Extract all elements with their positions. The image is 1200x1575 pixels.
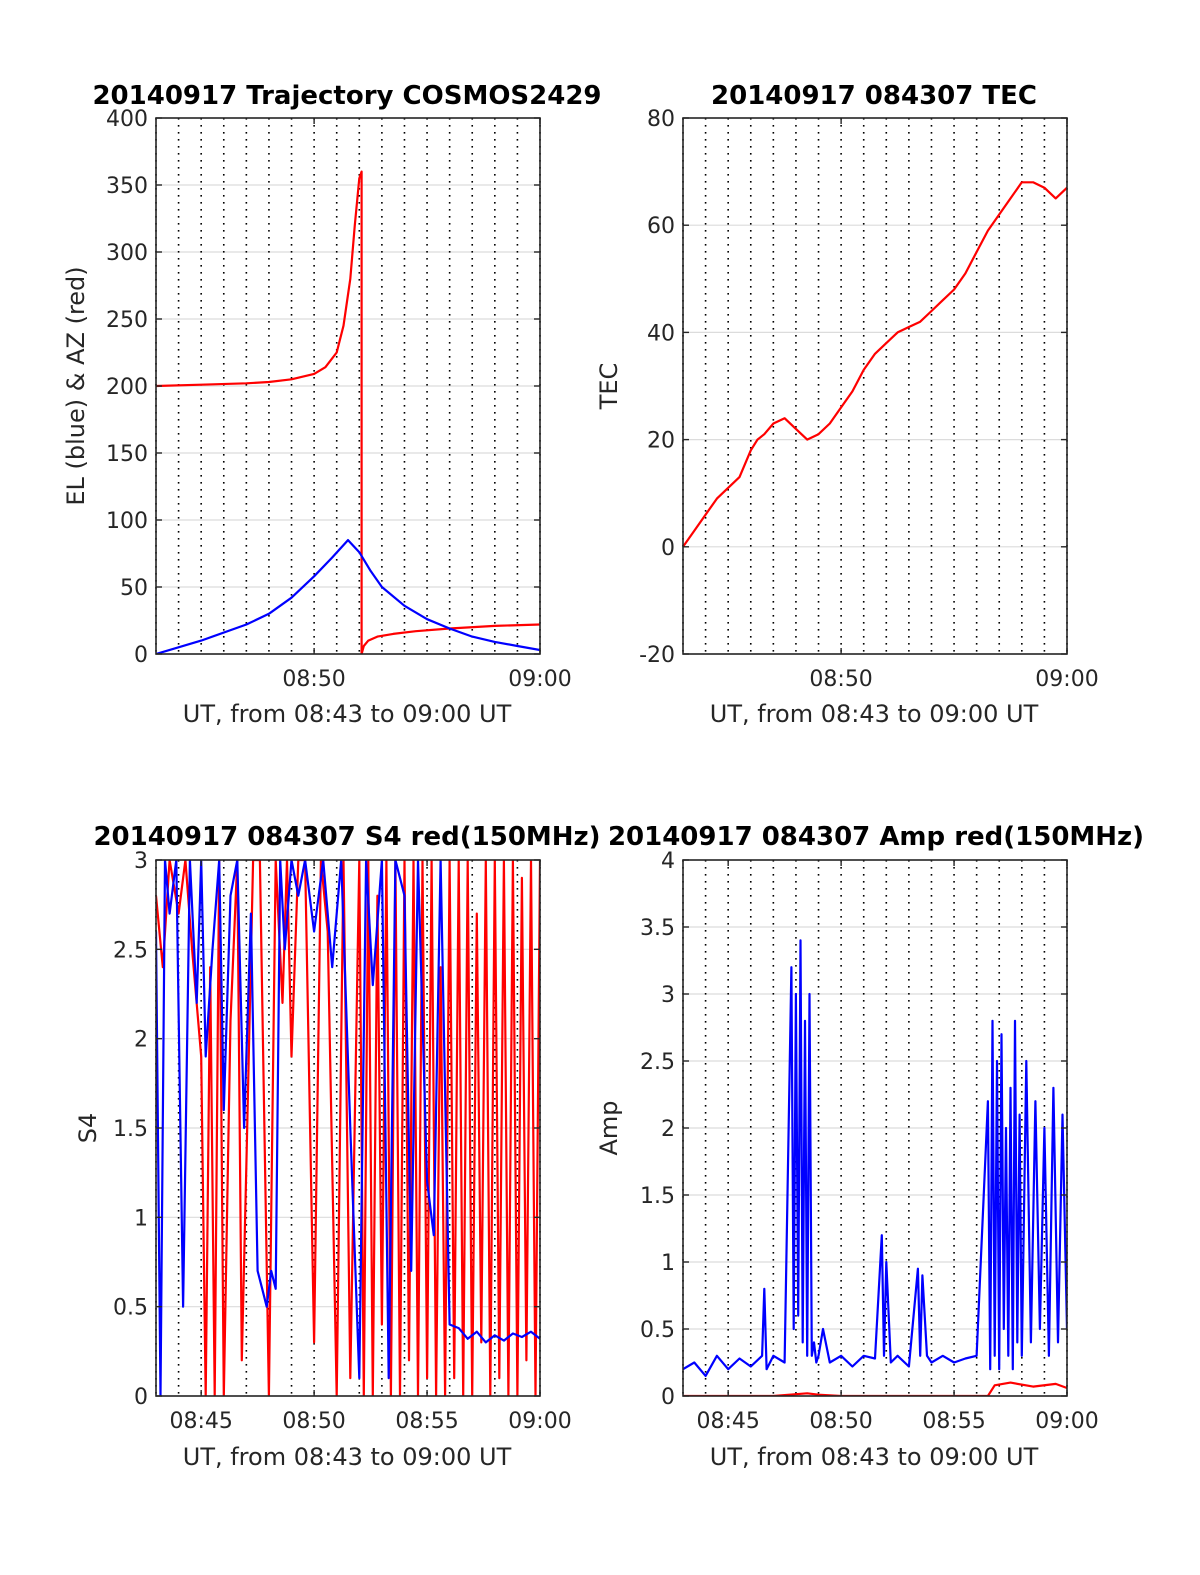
s4-ylabel: S4 <box>74 1113 102 1144</box>
y-tick-label: 3 <box>661 983 675 1008</box>
tec-panel: 20140917 084307 TEC -20 0 20 40 60 80 08:50 09:… <box>595 81 1099 728</box>
y-tick-label: 0 <box>661 1385 675 1410</box>
y-tick-label: 60 <box>647 214 675 239</box>
x-tick-label: 08:50 <box>282 667 345 692</box>
y-tick-label: 3.5 <box>640 916 675 941</box>
y-tick-label: 350 <box>106 174 148 199</box>
trajectory-ticks: 0 50 100 150 200 250 300 350 400 08:50 09:00 <box>106 107 572 692</box>
y-tick-label: 1 <box>134 1206 148 1231</box>
y-tick-label: 2 <box>661 1117 675 1142</box>
x-tick-label: 08:50 <box>282 1409 345 1434</box>
y-tick-label: 40 <box>647 321 675 346</box>
trajectory-series <box>156 170 540 654</box>
tec-xlabel: UT, from 08:43 to 09:00 UT <box>710 700 1039 728</box>
y-tick-label: 300 <box>106 241 148 266</box>
x-tick-label: 08:55 <box>922 1409 985 1434</box>
y-tick-label: 2.5 <box>113 938 148 963</box>
y-tick-label: 200 <box>106 375 148 400</box>
tec-series <box>683 181 1067 548</box>
s4-red-line <box>156 860 540 1396</box>
y-tick-label: -20 <box>639 643 675 668</box>
trajectory-ylabel: EL (blue) & AZ (red) <box>62 266 90 505</box>
s4-series <box>156 860 540 1396</box>
s4-xlabel: UT, from 08:43 to 09:00 UT <box>183 1443 512 1471</box>
y-tick-label: 0 <box>134 643 148 668</box>
y-tick-label: 250 <box>106 308 148 333</box>
s4-ticks: 0 0.5 1 1.5 2 2.5 3 08:45 08:50 08:55 09:00 <box>113 849 572 1434</box>
amp-red-line <box>683 1381 1067 1396</box>
tec-axes-box <box>682 117 1068 655</box>
y-tick-label: 2.5 <box>640 1050 675 1075</box>
y-tick-label: 1.5 <box>113 1117 148 1142</box>
trajectory-panel: 20140917 Trajectory COSMOS2429 0 50 100 150… <box>62 81 602 728</box>
y-tick-label: 20 <box>647 429 675 454</box>
y-tick-label: 100 <box>106 509 148 534</box>
y-tick-label: 400 <box>106 107 148 132</box>
y-tick-label: 1.5 <box>640 1184 675 1209</box>
y-tick-label: 150 <box>106 442 148 467</box>
y-tick-label: 0.5 <box>113 1296 148 1321</box>
amp-series <box>683 939 1067 1396</box>
tec-ylabel: TEC <box>595 363 623 411</box>
y-tick-label: 50 <box>120 576 148 601</box>
y-tick-label: 2 <box>134 1028 148 1053</box>
s4-panel: 20140917 084307 S4 red(150MHz) 0 0.5 1 1.5 2… <box>74 822 601 1471</box>
tec-title: 20140917 084307 TEC <box>711 81 1037 111</box>
amp-blue-line <box>683 939 1067 1377</box>
y-tick-label: 80 <box>647 107 675 132</box>
x-tick-label: 08:50 <box>809 1409 872 1434</box>
y-tick-label: 0 <box>134 1385 148 1410</box>
amp-ticks: 0 0.5 1 1.5 2 2.5 3 3.5 4 08:45 08:50 08:55 09:00 <box>640 849 1099 1434</box>
azimuth-line <box>156 170 540 654</box>
y-tick-label: 1 <box>661 1251 675 1276</box>
x-tick-label: 08:55 <box>395 1409 458 1434</box>
tec-ticks: -20 0 20 40 60 80 08:50 09:00 <box>639 107 1099 692</box>
y-tick-label: 0 <box>661 536 675 561</box>
y-tick-label: 3 <box>134 849 148 874</box>
amp-xlabel: UT, from 08:43 to 09:00 UT <box>710 1443 1039 1471</box>
x-tick-label: 08:50 <box>809 667 872 692</box>
y-tick-label: 4 <box>661 849 675 874</box>
s4-blue-line <box>156 860 540 1396</box>
trajectory-xlabel: UT, from 08:43 to 09:00 UT <box>183 700 512 728</box>
amp-title: 20140917 084307 Amp red(150MHz) <box>608 822 1144 852</box>
x-tick-label: 09:00 <box>1035 1409 1098 1434</box>
x-tick-label: 09:00 <box>508 1409 571 1434</box>
x-tick-label: 09:00 <box>1035 667 1098 692</box>
elevation-line <box>156 539 540 654</box>
amp-panel: 20140917 084307 Amp red(150MHz) 0 0.5 1 1.5… <box>595 822 1144 1471</box>
x-tick-label: 08:45 <box>696 1409 759 1434</box>
x-tick-label: 09:00 <box>508 667 571 692</box>
s4-title: 20140917 084307 S4 red(150MHz) <box>93 822 600 852</box>
amp-ylabel: Amp <box>595 1100 623 1155</box>
trajectory-title: 20140917 Trajectory COSMOS2429 <box>92 81 601 111</box>
x-tick-label: 08:45 <box>169 1409 232 1434</box>
tec-line <box>683 181 1067 548</box>
y-tick-label: 0.5 <box>640 1318 675 1343</box>
